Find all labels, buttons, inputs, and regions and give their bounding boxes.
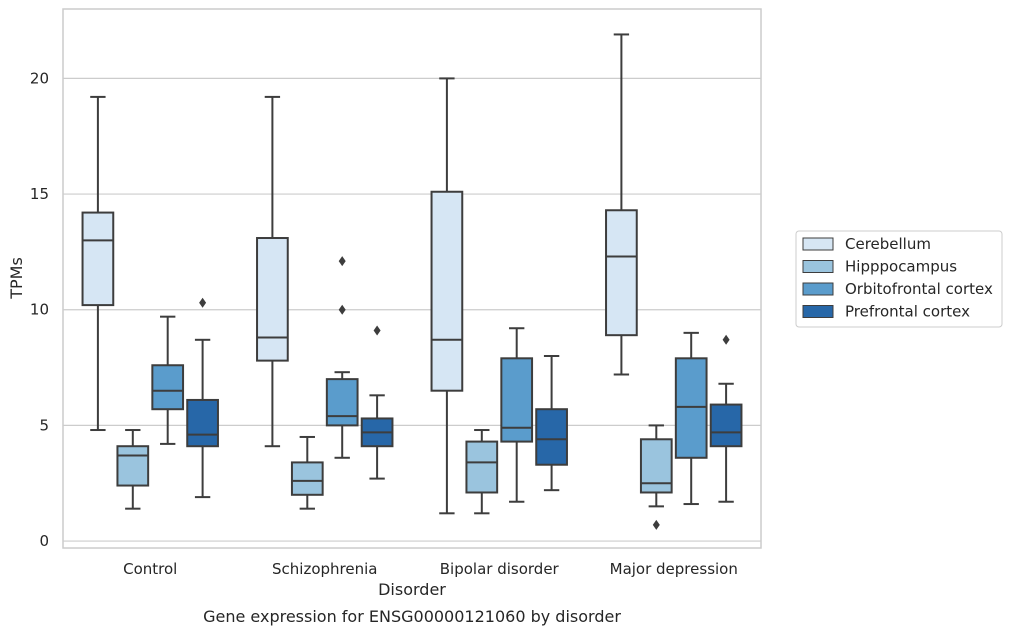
box [325, 378, 359, 427]
grid-lines [63, 77, 761, 542]
box [709, 403, 743, 448]
y-tick-label: 0 [39, 532, 49, 550]
box-group [500, 327, 534, 503]
box-group [151, 315, 185, 445]
outlier-point [722, 334, 730, 345]
box-group [709, 334, 743, 503]
legend-label: Cerebellum [845, 235, 931, 253]
x-axis-label: Disorder [378, 580, 446, 599]
legend-swatch [802, 282, 834, 296]
outlier-point [199, 297, 207, 308]
box [256, 237, 289, 362]
legend: Cerebellum Hipppocampus Orbitofrontal cort… [795, 230, 1003, 328]
box-group [81, 95, 115, 432]
y-tick-label: 5 [39, 416, 49, 434]
box [81, 211, 115, 307]
box-groups [81, 33, 743, 530]
legend-swatch [802, 305, 834, 318]
y-tick-labels: 0 5 10 15 20 [30, 69, 49, 550]
x-tick-label: Bipolar disorder [440, 560, 560, 578]
y-tick-label: 20 [30, 69, 49, 87]
legend-label: Hipppocampus [845, 258, 957, 276]
box-group [116, 429, 150, 510]
box [151, 364, 185, 411]
box [500, 357, 534, 443]
box-group [674, 331, 708, 506]
outlier-point [652, 519, 660, 530]
box [605, 209, 638, 337]
box-group [360, 325, 394, 480]
box [639, 438, 673, 494]
box [465, 440, 499, 494]
y-tick-label: 10 [30, 301, 49, 319]
box-group [639, 424, 673, 530]
legend-frame [795, 230, 1003, 328]
box-group [430, 77, 464, 515]
outlier-point [338, 304, 346, 315]
plot-frame [62, 8, 762, 549]
box [430, 190, 464, 392]
y-axis-label: TPMs [7, 257, 26, 300]
box [116, 445, 150, 487]
x-tick-labels: Control Schizophrenia Bipolar disorder Majo… [123, 560, 738, 578]
box-group [465, 429, 499, 515]
legend-swatch [802, 237, 834, 251]
y-tick-label: 15 [30, 185, 49, 203]
box [186, 398, 219, 448]
x-tick-label: Schizophrenia [272, 560, 377, 578]
legend-label: Orbitofrontal cortex [845, 280, 993, 298]
legend-label: Prefrontal cortex [845, 303, 970, 321]
chart-title: Gene expression for ENSG00000121060 by d… [203, 607, 621, 626]
box-group [290, 435, 324, 510]
x-tick-label: Major depression [610, 560, 738, 578]
box-group [535, 354, 568, 492]
box-group [186, 297, 219, 499]
box [674, 357, 708, 459]
box [535, 408, 568, 466]
outlier-point [373, 325, 381, 336]
box [290, 461, 324, 496]
legend-swatch [802, 260, 834, 273]
box-group [605, 33, 638, 376]
outlier-point [338, 256, 346, 267]
x-tick-label: Control [123, 560, 177, 578]
box-group [325, 256, 359, 459]
box-group [256, 95, 289, 448]
